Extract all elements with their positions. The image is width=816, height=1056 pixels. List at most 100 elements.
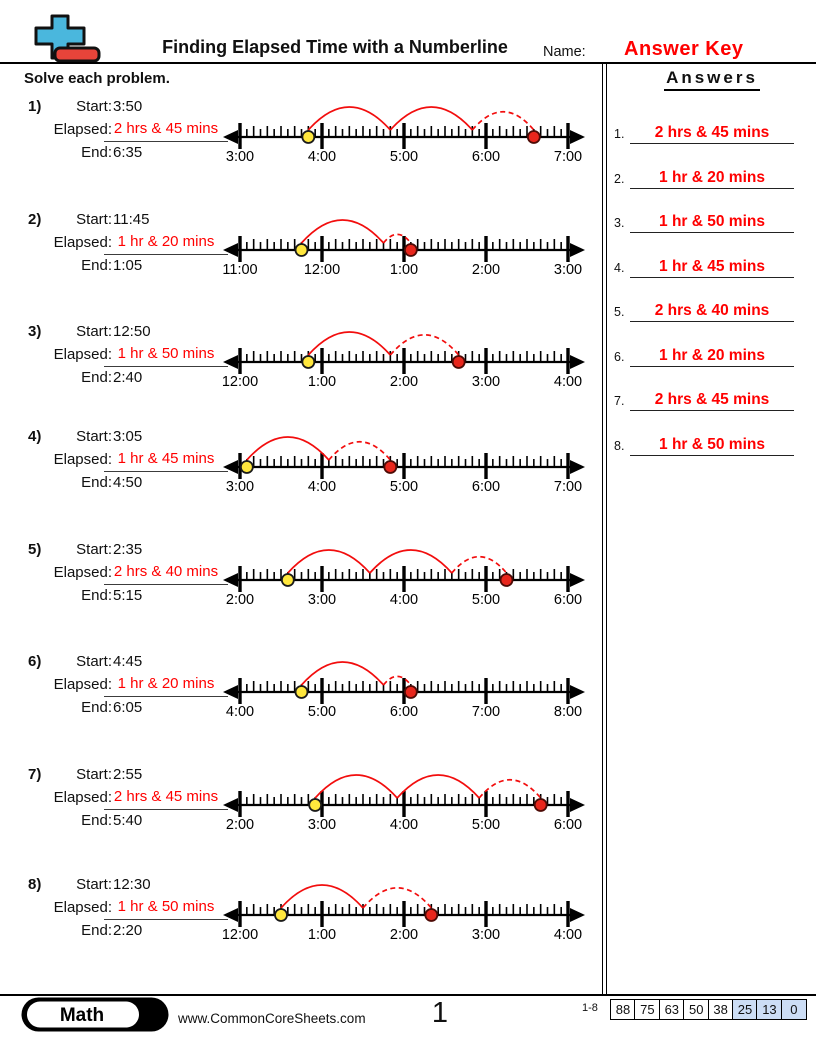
page-number: 1 bbox=[431, 997, 449, 1029]
end-dot bbox=[383, 460, 398, 474]
end-label: End: bbox=[81, 587, 112, 604]
start-value: 2:55 bbox=[113, 766, 143, 783]
answers-title-wrap: Answers bbox=[610, 68, 814, 91]
right-arrow-icon bbox=[570, 243, 585, 257]
elapsed-label: Elapsed: bbox=[53, 564, 112, 581]
answer-key-text: Answer Key bbox=[624, 38, 744, 60]
website-link[interactable]: www.CommonCoreSheets.com bbox=[178, 1011, 366, 1026]
hour-label: 2:00 bbox=[390, 927, 418, 943]
answer-value: 1 hr & 45 mins bbox=[659, 258, 765, 275]
problem-block: 2) Start: 11:45 Elapsed: 1 hr & 20 mins … bbox=[24, 208, 599, 308]
hour-label: 7:00 bbox=[472, 704, 500, 720]
hour-label: 6:00 bbox=[472, 479, 500, 495]
start-value: 12:30 bbox=[113, 876, 151, 893]
end-dot bbox=[533, 798, 548, 812]
answer-value: 1 hr & 20 mins bbox=[659, 347, 765, 364]
start-label: Start: bbox=[76, 428, 112, 445]
answer-item: 3. 1 hr & 50 mins bbox=[612, 207, 808, 233]
hour-label: 5:00 bbox=[390, 149, 418, 165]
elapsed-arc-solid bbox=[314, 774, 398, 799]
plus-minus-logo-icon bbox=[34, 14, 101, 63]
end-value: 6:05 bbox=[113, 699, 143, 716]
answer-number: 4. bbox=[614, 261, 625, 275]
math-brand-logo: Math bbox=[21, 997, 169, 1032]
hour-label: 3:00 bbox=[308, 592, 336, 608]
answer-number: 1. bbox=[614, 127, 625, 141]
answer-item: 2. 1 hr & 20 mins bbox=[612, 163, 808, 189]
problem-number: 4) bbox=[28, 428, 42, 445]
end-dot bbox=[403, 243, 418, 257]
elapsed-answer-line bbox=[104, 141, 228, 142]
answer-value: 1 hr & 50 mins bbox=[659, 213, 765, 230]
numberline: 11:00 12:00 1:00 2:00 3:00 bbox=[222, 219, 585, 278]
hour-label: 5:00 bbox=[390, 479, 418, 495]
end-value: 1:05 bbox=[113, 257, 143, 274]
score-cell: 75 bbox=[634, 999, 661, 1020]
hour-label: 3:00 bbox=[554, 262, 582, 278]
numberline: 4:00 5:00 6:00 7:00 8:00 bbox=[223, 661, 585, 720]
answer-item: 4. 1 hr & 45 mins bbox=[612, 252, 808, 278]
hour-label: 12:00 bbox=[222, 927, 258, 943]
problem-number: 6) bbox=[28, 653, 42, 670]
brand-label: Math bbox=[60, 1005, 104, 1026]
problem-block: 7) Start: 2:55 Elapsed: 2 hrs & 45 mins … bbox=[24, 763, 599, 863]
hour-label: 12:00 bbox=[304, 262, 340, 278]
left-arrow-icon bbox=[223, 243, 238, 257]
left-arrow-icon bbox=[223, 355, 238, 369]
hour-label: 5:00 bbox=[308, 704, 336, 720]
elapsed-arc-dashed bbox=[451, 556, 508, 574]
elapsed-arc-dashed bbox=[328, 440, 391, 461]
hour-label: 2:00 bbox=[226, 817, 254, 833]
name-label: Name: bbox=[543, 44, 586, 60]
hour-label: 2:00 bbox=[472, 262, 500, 278]
problem-block: 1) Start: 3:50 Elapsed: 2 hrs & 45 mins … bbox=[24, 95, 599, 195]
start-dot bbox=[274, 908, 288, 922]
start-label: Start: bbox=[76, 653, 112, 670]
elapsed-answer: 1 hr & 50 mins bbox=[117, 345, 215, 362]
end-label: End: bbox=[81, 922, 112, 939]
hour-label: 4:00 bbox=[308, 479, 336, 495]
end-label: End: bbox=[81, 144, 112, 161]
hour-label: 2:00 bbox=[390, 374, 418, 390]
hour-label: 1:00 bbox=[308, 374, 336, 390]
answer-blank-line bbox=[630, 366, 794, 367]
hour-label: 11:00 bbox=[222, 262, 257, 278]
problem-number: 2) bbox=[28, 211, 42, 228]
end-dot bbox=[526, 130, 541, 144]
left-arrow-icon bbox=[223, 908, 238, 922]
end-label: End: bbox=[81, 699, 112, 716]
start-label: Start: bbox=[76, 98, 112, 115]
hour-label: 2:00 bbox=[226, 592, 254, 608]
end-value: 4:50 bbox=[113, 474, 143, 491]
elapsed-label: Elapsed: bbox=[53, 346, 112, 363]
elapsed-answer-line bbox=[104, 584, 228, 585]
elapsed-arc-solid bbox=[300, 661, 385, 686]
elapsed-arc-solid bbox=[287, 549, 371, 574]
hour-label: 4:00 bbox=[226, 704, 254, 720]
score-cell: 50 bbox=[683, 999, 710, 1020]
answer-value: 2 hrs & 45 mins bbox=[654, 391, 770, 408]
elapsed-answer: 1 hr & 20 mins bbox=[117, 675, 215, 692]
score-cell: 0 bbox=[780, 999, 807, 1020]
numberline: 3:00 4:00 5:00 6:00 7:00 bbox=[223, 436, 585, 495]
end-value: 6:35 bbox=[113, 144, 143, 161]
answer-number: 5. bbox=[614, 305, 625, 319]
problem-block: 6) Start: 4:45 Elapsed: 1 hr & 20 mins E… bbox=[24, 650, 599, 750]
start-dot bbox=[239, 460, 254, 474]
elapsed-arc-dashed bbox=[382, 675, 412, 686]
start-label: Start: bbox=[76, 876, 112, 893]
elapsed-arc-solid bbox=[307, 331, 391, 356]
answer-item: 1. 2 hrs & 45 mins bbox=[612, 118, 808, 144]
numberline: 3:00 4:00 5:00 6:00 7:00 bbox=[223, 106, 585, 165]
end-dot bbox=[499, 573, 514, 587]
answer-value: 1 hr & 50 mins bbox=[659, 436, 765, 453]
elapsed-answer: 2 hrs & 40 mins bbox=[113, 563, 219, 580]
start-label: Start: bbox=[76, 323, 112, 340]
numberline: 12:00 1:00 2:00 3:00 4:00 bbox=[222, 331, 585, 390]
answer-blank-line bbox=[630, 188, 794, 189]
answer-value: 1 hr & 20 mins bbox=[659, 169, 765, 186]
elapsed-answer: 1 hr & 50 mins bbox=[117, 898, 215, 915]
score-cell: 25 bbox=[732, 999, 759, 1020]
end-value: 5:15 bbox=[113, 587, 143, 604]
elapsed-label: Elapsed: bbox=[53, 451, 112, 468]
